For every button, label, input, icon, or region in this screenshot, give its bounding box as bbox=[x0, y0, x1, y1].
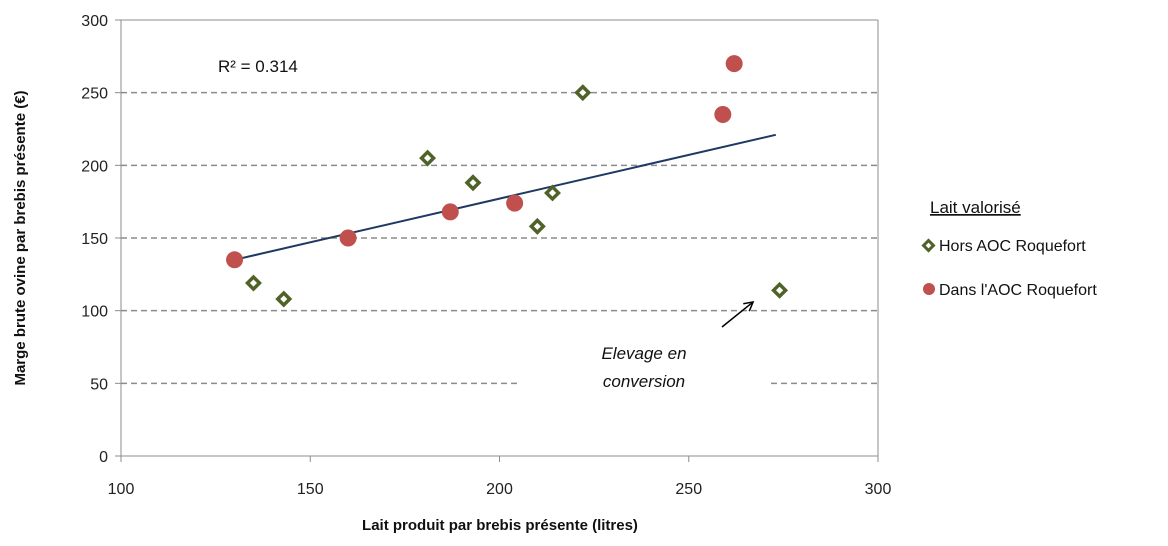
x-axis-title: Lait produit par brebis présente (litres… bbox=[362, 517, 638, 534]
point-dans-aoc-5 bbox=[725, 55, 743, 73]
point-hors-aoc-0 bbox=[245, 274, 262, 292]
legend-title: Lait valorisé bbox=[930, 198, 1021, 217]
legend-marker-dans-aoc bbox=[923, 283, 935, 295]
trendline-group bbox=[234, 133, 777, 261]
x-tick-label-250: 250 bbox=[675, 481, 702, 498]
annotation-line-2: conversion bbox=[603, 372, 685, 391]
point-hors-aoc-5 bbox=[544, 184, 561, 202]
point-dans-aoc-4 bbox=[714, 105, 732, 123]
annotation-background bbox=[520, 335, 770, 397]
annotation-conversion: Elevage en conversion bbox=[520, 300, 770, 397]
y-tick-label-150: 150 bbox=[81, 231, 108, 248]
legend-label-dans-aoc: Dans l'AOC Roquefort bbox=[939, 282, 1097, 299]
y-tick-label-0: 0 bbox=[99, 449, 108, 466]
point-hors-aoc-2 bbox=[419, 149, 437, 167]
x-tick-label-300: 300 bbox=[865, 481, 892, 498]
y-tick-label-50: 50 bbox=[90, 376, 108, 393]
y-axis-title: Marge brute ovine par brebis présente (€… bbox=[12, 90, 29, 385]
r-squared-label: R² = 0.314 bbox=[218, 57, 298, 76]
x-tick-label-100: 100 bbox=[108, 481, 135, 498]
x-tick-label-150: 150 bbox=[297, 481, 324, 498]
annotation-arrow bbox=[721, 301, 754, 328]
point-hors-aoc-1 bbox=[275, 290, 293, 308]
point-hors-aoc-4 bbox=[528, 217, 546, 235]
point-hors-aoc-7 bbox=[771, 281, 789, 299]
y-tick-label-250: 250 bbox=[81, 86, 108, 103]
point-dans-aoc-2 bbox=[441, 203, 459, 221]
y-tick-label-200: 200 bbox=[81, 158, 108, 175]
data-points bbox=[226, 55, 789, 308]
axes: 0 50 100 150 200 250 300 100 150 200 250 300 bbox=[81, 13, 891, 498]
y-tick-label-100: 100 bbox=[81, 304, 108, 321]
trendline bbox=[234, 133, 777, 261]
point-hors-aoc-3 bbox=[464, 174, 482, 192]
point-dans-aoc-3 bbox=[506, 194, 524, 212]
point-hors-aoc-6 bbox=[574, 84, 592, 102]
legend: Lait valorisé Hors AOC Roquefort Dans l'… bbox=[921, 198, 1097, 299]
annotation-line-1: Elevage en bbox=[601, 344, 686, 363]
annotation-arrowhead bbox=[743, 300, 755, 312]
y-tick-label-300: 300 bbox=[81, 13, 108, 30]
x-tick-label-200: 200 bbox=[486, 481, 513, 498]
point-dans-aoc-1 bbox=[339, 229, 357, 247]
legend-label-hors-aoc: Hors AOC Roquefort bbox=[939, 238, 1086, 255]
legend-marker-hors-aoc bbox=[921, 238, 936, 253]
point-dans-aoc-0 bbox=[226, 251, 244, 269]
